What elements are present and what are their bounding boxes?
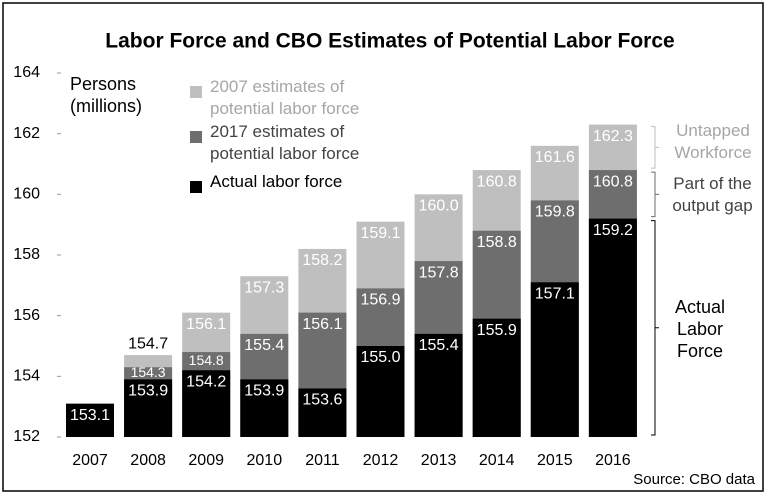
x-tick-label: 2016	[595, 452, 631, 469]
legend-label: Actual labor force	[210, 172, 343, 191]
bracket	[651, 220, 659, 436]
data-label: 161.6	[535, 149, 575, 166]
legend-label: 2017 estimates of potential labor force	[210, 122, 360, 163]
data-label: 153.1	[70, 407, 110, 424]
y-tick-label: 164	[13, 64, 40, 81]
x-tick-label: 2011	[305, 452, 340, 469]
data-label: 154.3	[131, 364, 166, 380]
data-label: 162.3	[593, 128, 633, 145]
x-tick-label: 2007	[72, 452, 108, 469]
data-label: 157.8	[419, 264, 459, 281]
data-label: 159.2	[593, 222, 633, 239]
chart-title: Labor Force and CBO Estimates of Potenti…	[105, 30, 674, 53]
y-tick-label: 158	[13, 246, 40, 263]
annotation: Part of the output gap	[672, 174, 753, 215]
bar	[66, 403, 114, 437]
x-tick-label: 2010	[247, 452, 283, 469]
data-label: 155.0	[360, 349, 400, 366]
data-label: 160.8	[593, 173, 633, 190]
bar	[530, 282, 579, 437]
data-label: 159.8	[535, 204, 575, 221]
bracket	[651, 126, 659, 169]
x-tick-label: 2008	[130, 452, 166, 469]
data-label: 155.4	[419, 337, 459, 354]
x-tick-label: 2012	[363, 452, 399, 469]
y-tick-label: 154	[13, 368, 40, 385]
bar	[472, 318, 521, 437]
bar	[298, 388, 347, 437]
bar	[240, 379, 289, 437]
x-tick-label: 2014	[479, 452, 515, 469]
bar	[182, 370, 231, 437]
annotation: Untapped Workforce	[674, 121, 752, 162]
x-tick-label: 2015	[537, 452, 573, 469]
source: Source: CBO data	[633, 471, 755, 488]
legend-swatch	[190, 131, 202, 143]
data-label: 155.9	[477, 322, 517, 339]
data-label: 158.8	[477, 234, 517, 251]
y-tick-label: 162	[13, 125, 40, 142]
bar	[588, 218, 637, 437]
y-tick-label: 152	[13, 428, 40, 445]
data-label: 153.9	[244, 383, 284, 400]
data-label: 160.8	[477, 173, 517, 190]
data-label: 159.1	[360, 225, 400, 242]
x-tick-label: 2009	[188, 452, 224, 469]
legend-swatch	[190, 181, 202, 193]
data-label: 153.9	[128, 383, 168, 400]
legend-label: 2007 estimates of potential labor force	[210, 77, 360, 118]
data-label: 153.6	[302, 392, 342, 409]
data-label: 156.1	[186, 316, 226, 333]
data-label: 154.7	[128, 335, 168, 352]
data-label: 157.1	[535, 286, 575, 303]
data-label: 156.1	[302, 316, 342, 333]
data-label: 156.9	[360, 292, 400, 309]
data-label: 155.4	[244, 337, 284, 354]
y-tick-label: 156	[13, 307, 40, 324]
bar	[356, 346, 405, 437]
data-label: 154.8	[189, 352, 224, 368]
y-tick-label: 160	[13, 186, 40, 203]
y-axis-label: Persons (millions)	[70, 74, 142, 116]
x-tick-label: 2013	[421, 452, 457, 469]
data-label: 160.0	[419, 198, 459, 215]
legend-swatch	[190, 86, 202, 98]
data-label: 154.2	[186, 373, 226, 390]
bracket	[651, 171, 659, 218]
annotation: Actual Labor Force	[674, 297, 726, 361]
data-label: 158.2	[302, 252, 342, 269]
data-label: 157.3	[244, 279, 284, 296]
bar	[414, 333, 463, 437]
bar	[124, 379, 173, 437]
